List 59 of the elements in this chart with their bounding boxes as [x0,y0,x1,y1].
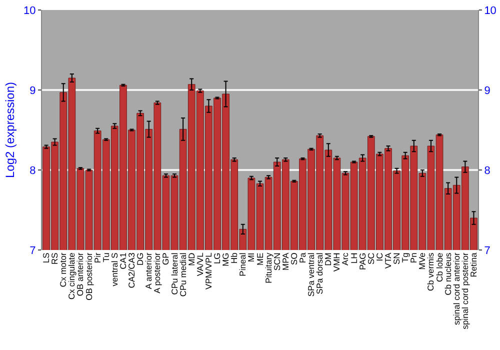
x-tick-label: MVe [417,252,428,270]
x-tick-label: SN [392,252,402,265]
x-tick-label: DM [323,252,334,266]
x-tick-label: RS [50,252,60,265]
y2-tick-label: 9 [484,84,490,97]
x-tick-label: spinal cord posterior [460,252,470,330]
x-tick-label: Cb vermis [426,252,436,291]
x-tick-label: Cx cingulate [66,252,77,300]
x-tick-label: Hb [229,252,240,264]
x-tick-label: LS [41,252,52,264]
y2-tick-label: 7 [484,244,490,257]
y-tick-label: 8 [30,164,36,177]
x-tick-label: SPa ventral [306,252,316,297]
x-tick-label: ME [254,252,265,266]
x-tick-label: MI [246,252,256,262]
x-tick-label: ventral S [109,252,120,286]
x-tick-label: CA2/CA3 [126,252,137,288]
y-tick-label: 9 [30,84,36,97]
x-tick-label: SPa dorsal [314,252,325,294]
x-tick-label: CA1 [118,252,128,270]
x-tick-label: VTA [383,252,394,269]
x-tick-label: PAG [357,252,368,270]
x-tick-label: Cb nucleus [442,252,453,296]
x-tick-label: Pa [298,252,308,264]
x-tick-label: CPu lateral [169,252,180,295]
x-tick-label: MPA [280,252,290,270]
x-tick-label: VPM/VPL [203,252,214,290]
x-tick-label: Pituitary [263,252,274,284]
x-tick-label: GP [160,252,171,265]
x-tick-label: Cb lobe [434,252,444,282]
x-tick-label: A anterior [144,252,154,290]
y2-tick-label: 8 [484,164,490,177]
x-tick-label: CPu medial [178,252,188,297]
y-tick-label: 7 [30,244,36,257]
x-tick-label: MD [186,252,196,266]
x-tick-label: Pn [408,252,419,264]
x-tick-label: Retina [468,252,478,278]
x-tick-label: IC [374,252,384,262]
y2-tick-label: 10 [484,4,496,17]
y-axis-title: Log2 (expression) [2,82,17,178]
x-tick-label: LH [348,252,359,264]
x-tick-label: Tg [400,252,410,263]
x-tick-label: OB anterior [75,252,86,296]
x-tick-label: Pir [92,252,102,264]
x-tick-label: Tu [100,252,111,262]
x-tick-label: Arc [340,252,350,266]
x-tick-label: spinal cord anterior [451,252,462,325]
x-tick-label: OB posterior [84,252,94,300]
x-tick-label: Cx motor [58,252,68,288]
y-tick-label: 10 [24,4,36,17]
x-tick-label: VMH [332,252,342,272]
x-tick-label: A posterior [152,252,162,294]
x-tick-label: SC [366,252,376,265]
x-tick-label: Pineal [238,252,248,276]
x-tick-label: VA/VL [194,252,205,276]
x-tick-label: DG [135,252,146,266]
x-tick-label: SO [288,252,299,265]
x-tick-label: LG [212,252,222,264]
x-tick-label: MG [220,252,231,266]
